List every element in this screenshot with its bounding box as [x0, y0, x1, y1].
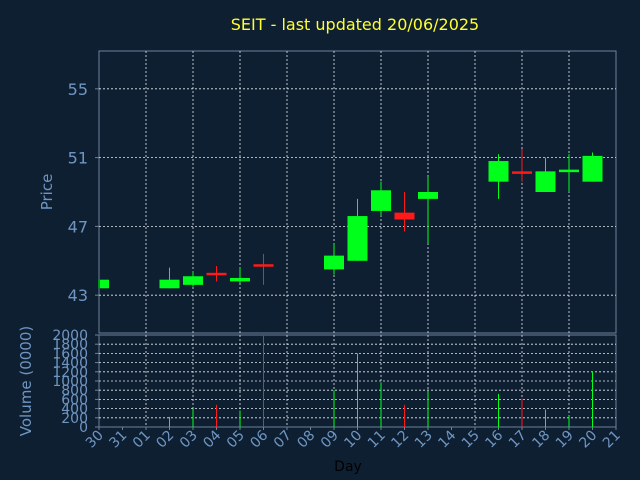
- candle-body: [559, 169, 579, 173]
- day-tick-label: 21: [600, 428, 624, 452]
- volume-tick-label: 800: [61, 383, 88, 399]
- day-tick-label: 16: [482, 427, 506, 451]
- day-tick-label: 02: [153, 428, 177, 452]
- day-tick-label: 15: [459, 428, 483, 452]
- day-tick-label: 05: [224, 428, 248, 452]
- candle-body: [418, 192, 438, 199]
- candle-body: [394, 212, 415, 220]
- volume-tick-label: 1800: [52, 337, 88, 353]
- day-tick-label: 04: [200, 427, 224, 451]
- candle-body: [582, 155, 603, 182]
- volume-axis-label: Volume (0000): [17, 326, 35, 436]
- price-tick-label: 47: [68, 217, 88, 236]
- day-tick-label: 07: [271, 428, 295, 452]
- candle-body: [206, 272, 227, 276]
- day-tick-label: 10: [341, 428, 365, 452]
- day-tick-label: 09: [318, 428, 342, 452]
- day-tick-label: 03: [177, 428, 201, 452]
- day-tick-label: 11: [365, 428, 389, 452]
- day-tick-label: 13: [412, 428, 436, 452]
- day-tick-label: 01: [130, 428, 154, 452]
- volume-tick-label: 1600: [52, 346, 88, 362]
- day-tick-label: 18: [529, 428, 553, 452]
- price-tick-label: 55: [68, 80, 88, 99]
- day-tick-label: 17: [506, 428, 530, 452]
- candle-body: [183, 276, 203, 285]
- candle-body: [324, 255, 344, 270]
- day-tick-label: 20: [576, 428, 600, 452]
- day-tick-label: 19: [553, 428, 577, 452]
- volume-tick-label: 600: [61, 392, 88, 408]
- price-panel: 43 47 51 55: [68, 50, 617, 334]
- day-tick-label: 14: [435, 427, 459, 451]
- volume-tick-label: 400: [61, 402, 88, 418]
- volume-tick-label: 1200: [52, 365, 88, 381]
- candle-body: [371, 190, 391, 211]
- price-axis-label: Price: [38, 174, 56, 211]
- volume-tick-label: 2000: [52, 328, 88, 344]
- volume-tick-label: 1000: [52, 374, 88, 390]
- candle-body: [488, 161, 509, 182]
- day-tick-label: 12: [388, 428, 412, 452]
- candle-body: [159, 279, 180, 289]
- candle-body: [100, 279, 109, 289]
- volume-tick-label: 200: [61, 411, 88, 427]
- day-tick-label: 31: [106, 428, 130, 452]
- volume-tick-label: 0: [79, 420, 88, 436]
- candle-body: [230, 277, 250, 282]
- candle-body: [535, 171, 556, 192]
- price-tick-label: 43: [68, 286, 88, 305]
- price-tick-label: 51: [68, 149, 88, 168]
- candle-body: [512, 171, 532, 174]
- volume-tick-label: 1400: [52, 356, 88, 372]
- day-tick-label: 06: [247, 427, 271, 451]
- candle-body: [347, 216, 368, 261]
- chart-title: SEIT - last updated 20/06/2025: [231, 15, 479, 34]
- x-axis-label: Day: [334, 459, 362, 475]
- price-plot-frame: [98, 50, 617, 334]
- candle-body: [253, 264, 274, 267]
- day-tick-label: 08: [294, 428, 318, 452]
